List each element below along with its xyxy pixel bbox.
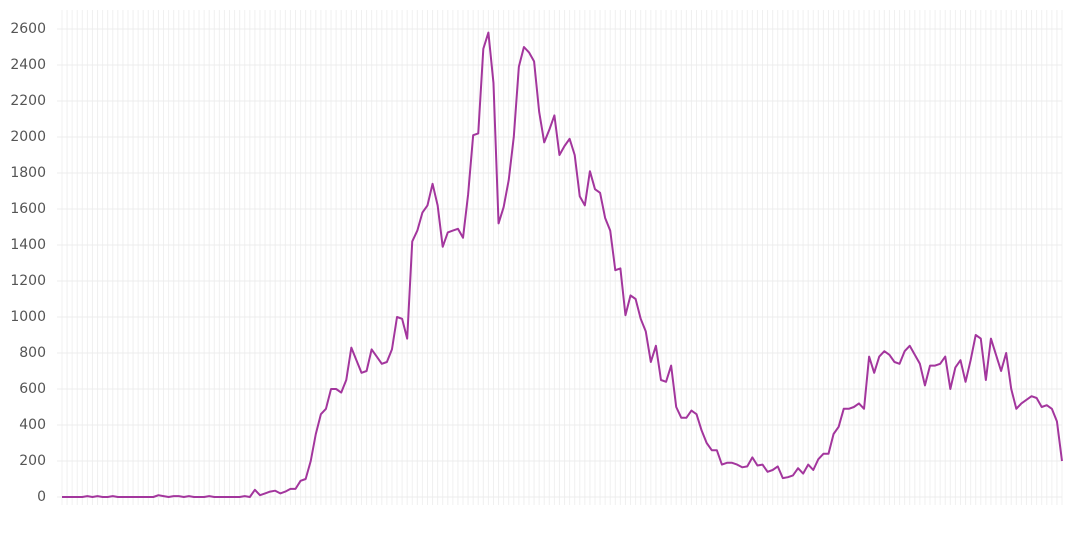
line (62, 31, 1063, 498)
y-tick-label: 2000 (10, 129, 46, 145)
y-tick-label: 2600 (10, 21, 46, 37)
y-tick-label: 0 (37, 489, 46, 505)
y-tick-label: 800 (19, 345, 46, 361)
y-tick-label: 400 (19, 417, 46, 433)
y-tick-label: 2200 (10, 93, 46, 109)
y-tick-label: 1400 (10, 237, 46, 253)
y-tick-label: 200 (19, 453, 46, 469)
y-tick-label: 1200 (10, 273, 46, 289)
y-tick-label: 1800 (10, 165, 46, 181)
y-tick-label: 2400 (10, 57, 46, 73)
y-tick-label: 1600 (10, 201, 46, 217)
y-tick-label: 600 (19, 381, 46, 397)
y-tick-label: 1000 (10, 309, 46, 325)
